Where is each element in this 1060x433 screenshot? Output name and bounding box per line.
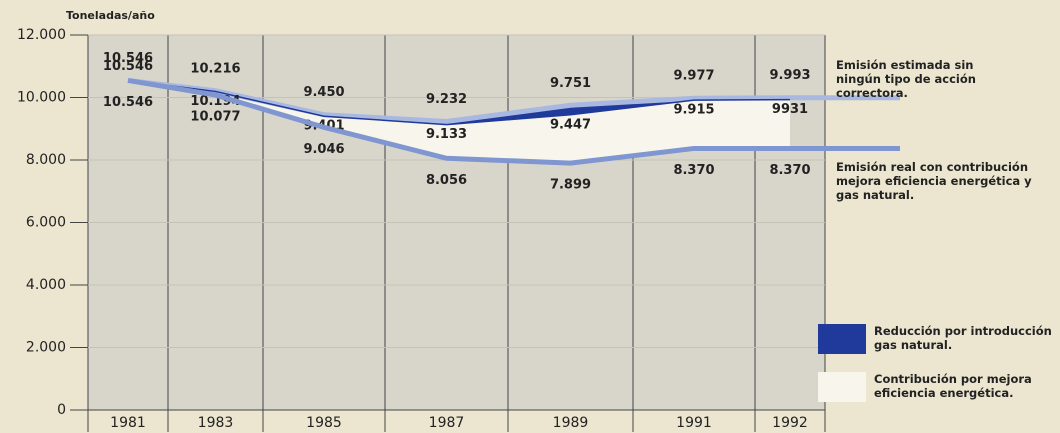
series-line (127, 79, 791, 126)
x-tick-label: 1991 (676, 415, 712, 431)
value-label: 7.899 (550, 178, 591, 193)
value-label: 9.133 (426, 127, 467, 142)
value-label: 8.370 (769, 163, 810, 178)
value-label: 8.056 (426, 173, 467, 188)
legend-item: Contribución por mejora eficiencia energ… (818, 372, 1044, 402)
y-tick-label: 4.000 (26, 277, 66, 293)
value-label: 10.546 (103, 95, 153, 110)
band (128, 80, 790, 164)
legend-item: Reducción por introducción gas natural. (818, 324, 1056, 354)
y-tick-label: 0 (57, 402, 66, 418)
value-label: 9931 (772, 102, 808, 117)
series-line (127, 77, 790, 166)
series-annotation: Emisión real con contribución mejora efi… (836, 160, 1032, 202)
value-label: 8.370 (673, 163, 714, 178)
value-label: 10.216 (190, 61, 240, 76)
x-tick-label: 1992 (772, 415, 808, 431)
value-label: 9.993 (769, 68, 810, 83)
value-label: 9.915 (673, 103, 714, 118)
x-tick-label: 1989 (553, 415, 589, 431)
value-label: 10.546 (103, 59, 153, 74)
y-tick-label: 10.000 (17, 90, 66, 106)
legend-label: Contribución por mejora eficiencia energ… (874, 372, 1032, 400)
x-tick-label: 1983 (198, 415, 234, 431)
x-tick-label: 1981 (110, 415, 146, 431)
value-label: 9.447 (550, 117, 591, 132)
value-label: 9.977 (673, 69, 714, 84)
value-label: 10.077 (190, 110, 240, 125)
value-label: 10.546 (103, 51, 153, 66)
value-label: 9.046 (303, 142, 344, 157)
legend-label: Reducción por introducción gas natural. (874, 324, 1052, 352)
y-tick-label: 12.000 (17, 27, 66, 43)
y-tick-label: 6.000 (26, 215, 66, 231)
legend-swatch (818, 372, 866, 402)
y-axis-label: Toneladas/año (66, 9, 155, 22)
value-label: 9.232 (426, 92, 467, 107)
series-annotation: Emisión estimada sin ningún tipo de acci… (836, 58, 976, 100)
y-tick-label: 2.000 (26, 340, 66, 356)
y-tick-label: 8.000 (26, 152, 66, 168)
x-tick-label: 1985 (306, 415, 342, 431)
x-tick-label: 1987 (429, 415, 465, 431)
legend-swatch (818, 324, 866, 354)
value-label: 9.450 (303, 85, 344, 100)
value-label: 9.751 (550, 76, 591, 91)
